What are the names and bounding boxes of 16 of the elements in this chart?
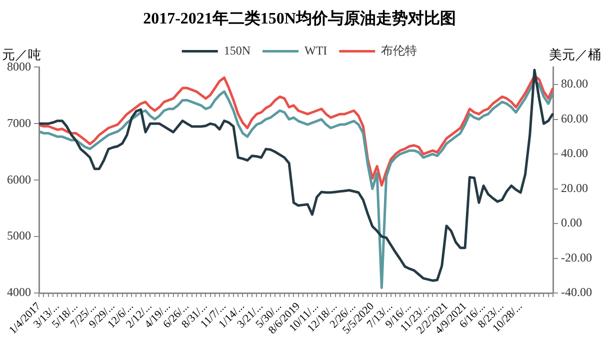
legend-label: WTI [304, 43, 328, 58]
legend-label: 布伦特 [381, 43, 418, 58]
y2-tick-label: 80.00 [561, 76, 588, 91]
chart-title: 2017-2021年二类150N均价与原油走势对比图 [143, 10, 456, 28]
y2-tick-label: 40.00 [561, 146, 588, 160]
y-tick-label: 6000 [7, 172, 31, 186]
y-tick-label: 7000 [7, 116, 31, 130]
y2-tick-label: -40.00 [561, 285, 592, 300]
y-tick-label: 5000 [7, 228, 31, 243]
y-tick-label: 4000 [7, 285, 31, 300]
y2-tick-label: -20.00 [561, 250, 592, 264]
y2-tick-label: 0.00 [561, 216, 582, 230]
y2-axis-title: 美元／桶 [549, 46, 601, 64]
legend-label: 150N [224, 43, 251, 58]
y2-tick-label: 60.00 [561, 111, 588, 126]
y2-tick-label: 20.00 [561, 180, 588, 195]
